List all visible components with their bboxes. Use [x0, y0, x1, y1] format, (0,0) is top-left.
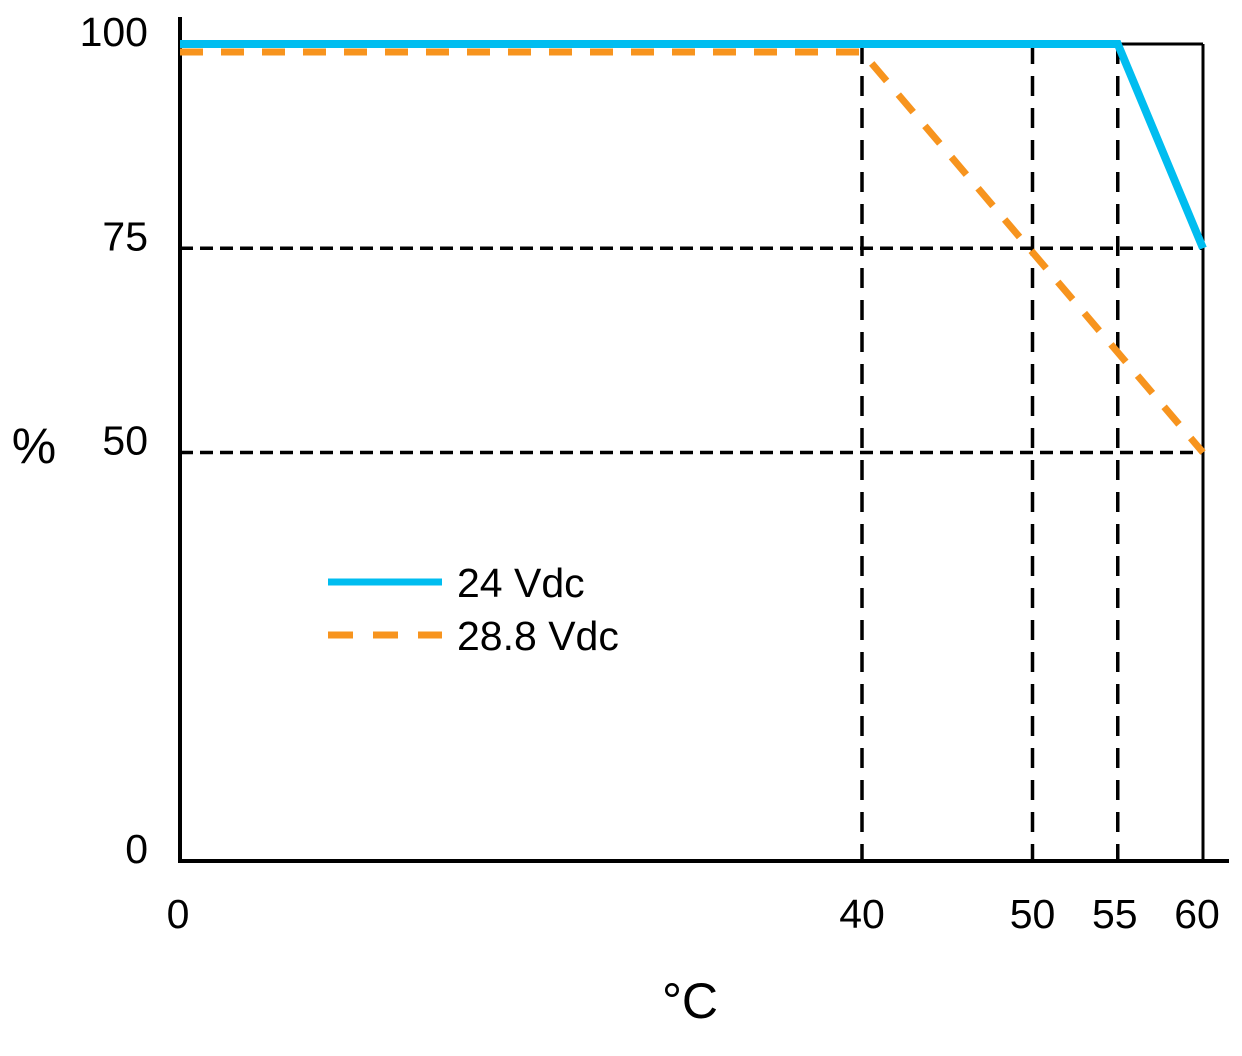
legend-swatches [328, 578, 442, 639]
x-tick-label-60: 60 [1174, 891, 1220, 937]
x-axis-title: °C [662, 973, 718, 1029]
series-line-28-8-vdc [180, 48, 1206, 455]
x-tick-label-40: 40 [839, 891, 885, 937]
legend-label-24vdc: 24 Vdc [457, 560, 585, 606]
series-lines [180, 40, 1207, 455]
y-tick-label-0: 0 [125, 826, 148, 872]
x-tick-label-0: 0 [167, 891, 190, 937]
x-tick-label-50: 50 [1010, 891, 1056, 937]
y-tick-label-100: 100 [80, 9, 148, 55]
series-line-24-vdc [180, 40, 1207, 250]
x-tick-label-55: 55 [1092, 891, 1138, 937]
y-axis-title: % [12, 418, 56, 474]
legend: 24 Vdc 28.8 Vdc [328, 560, 619, 659]
y-tick-label-75: 75 [102, 213, 148, 259]
tick-labels: 0 40 50 55 60 100 75 50 0 [80, 9, 1220, 937]
gridlines [180, 44, 1203, 861]
legend-label-28-8vdc: 28.8 Vdc [457, 613, 619, 659]
y-tick-label-50: 50 [102, 418, 148, 464]
